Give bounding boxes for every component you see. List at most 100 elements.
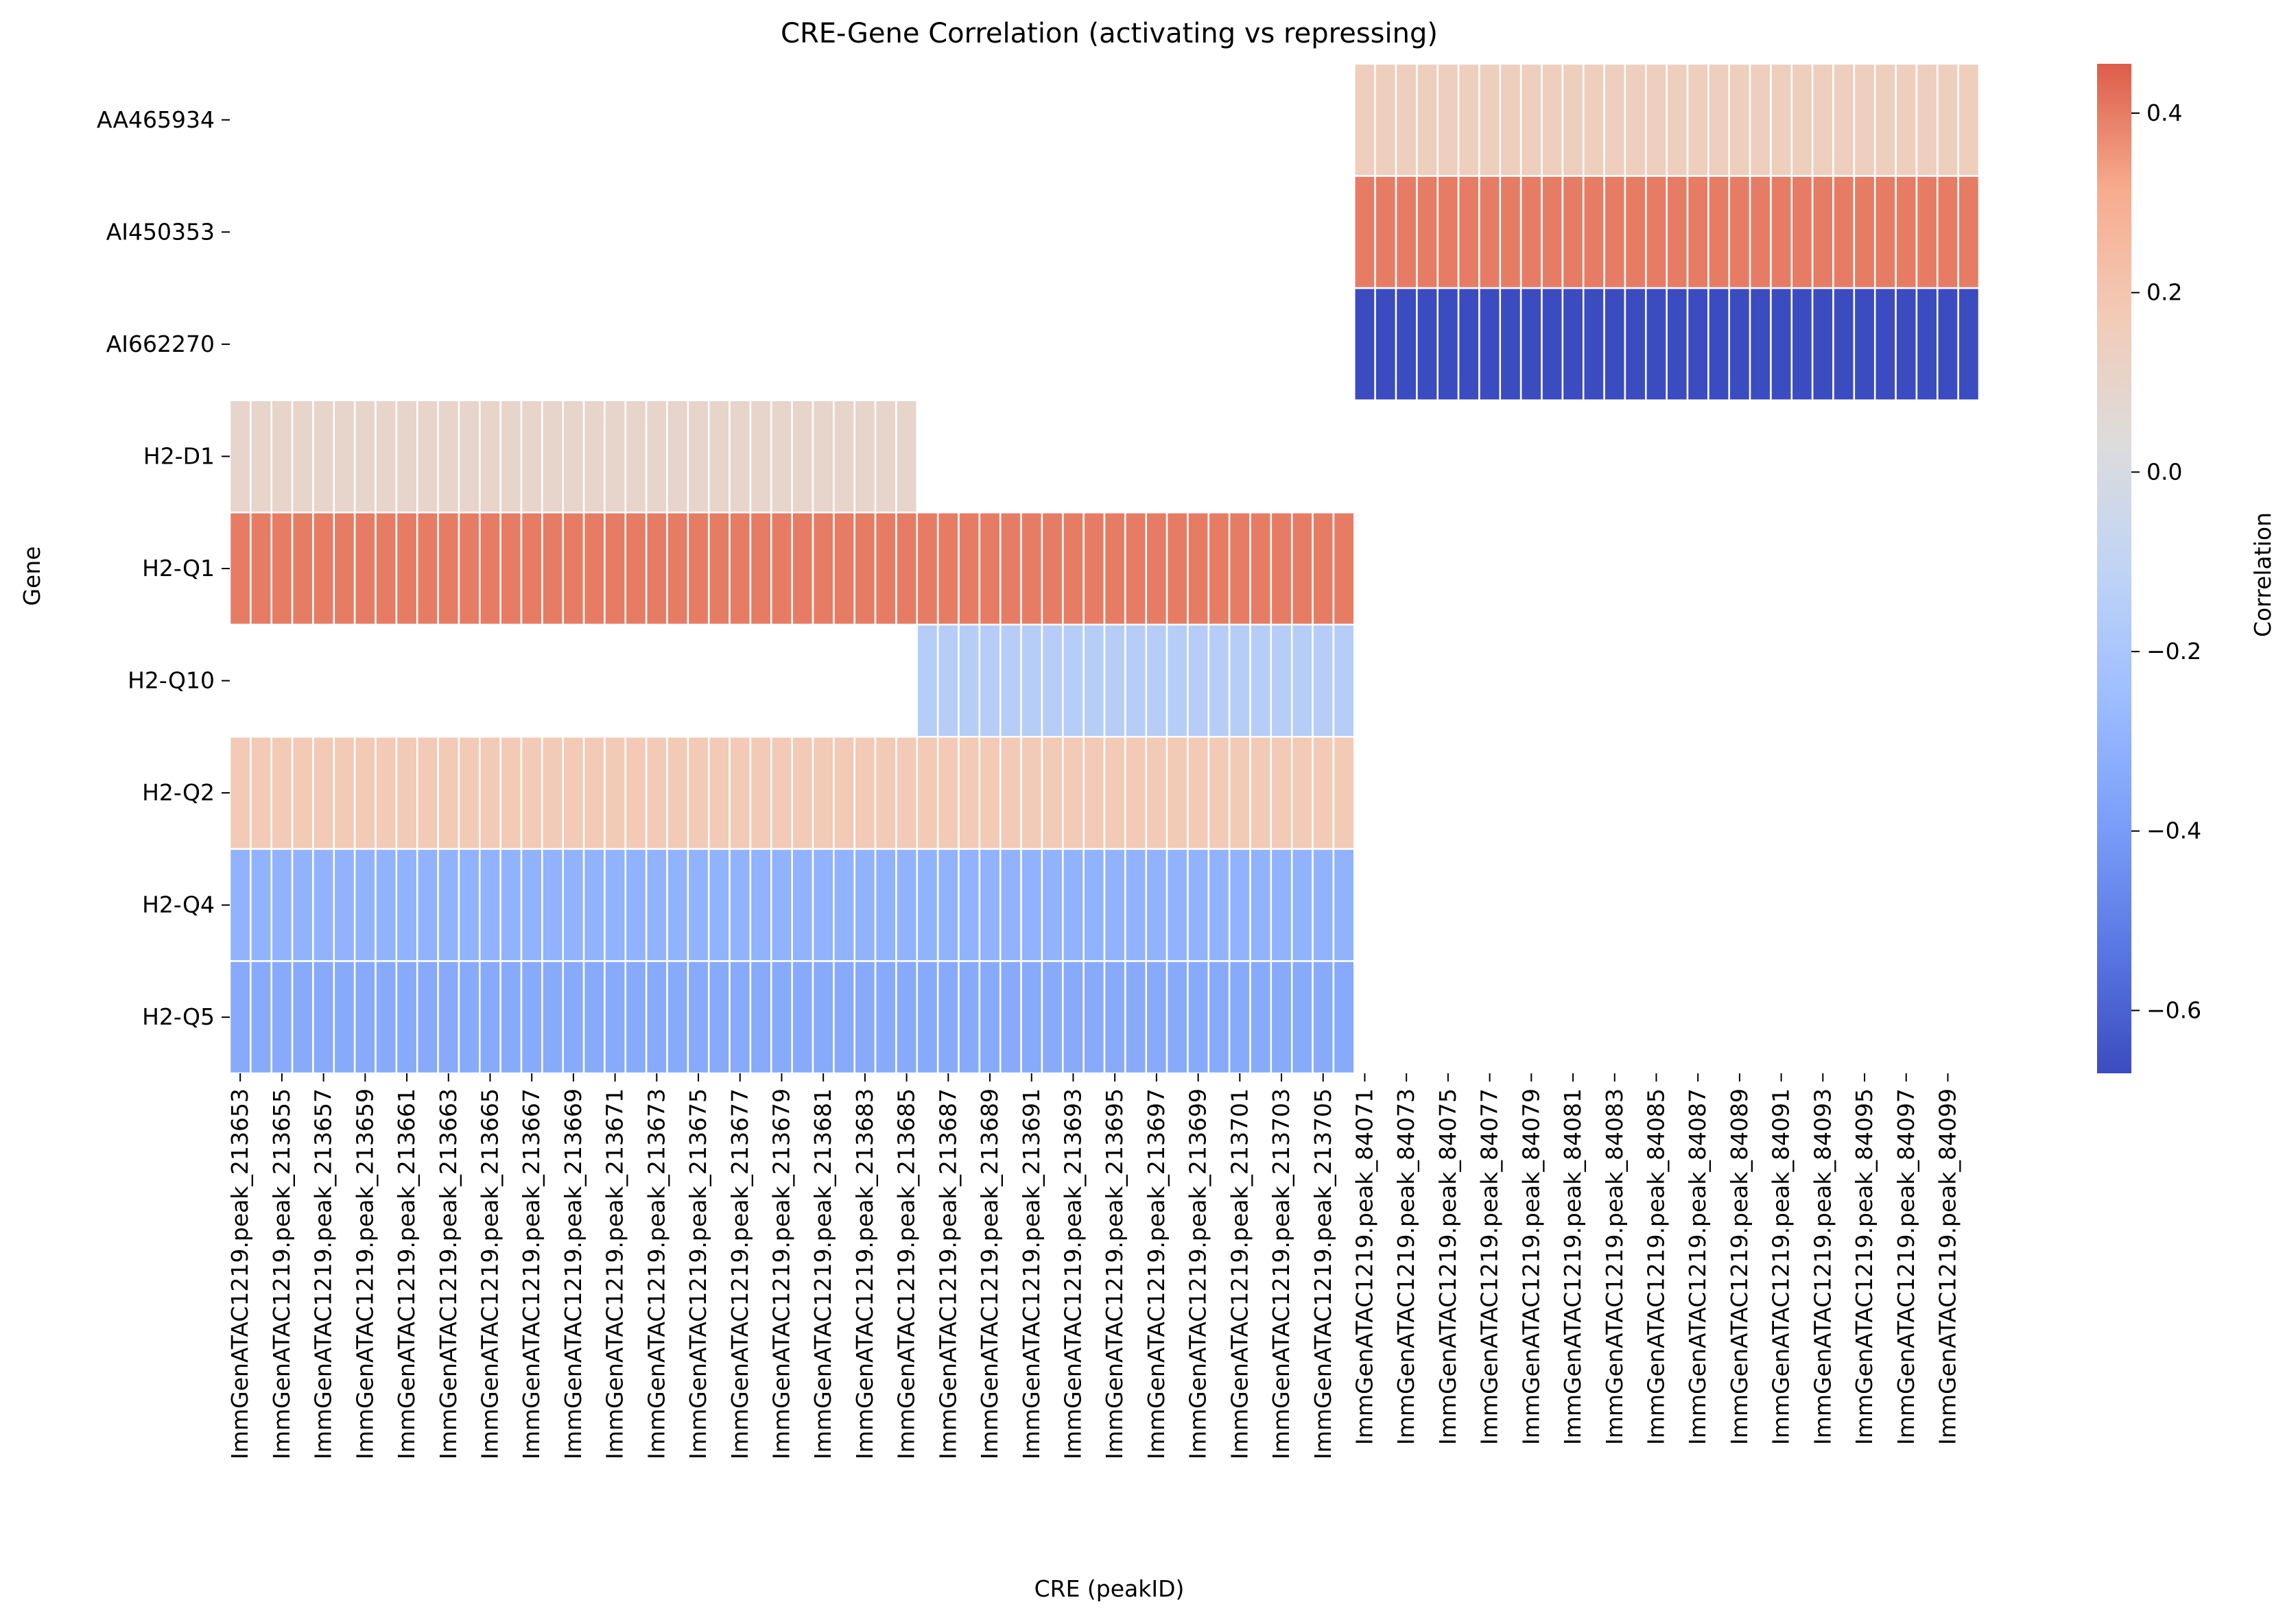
heatmap-cell: [1228, 511, 1251, 626]
heatmap-cell: [666, 736, 689, 850]
heatmap-cell: [375, 511, 398, 626]
heatmap-cell: [749, 736, 772, 850]
heatmap-cell: [228, 848, 252, 962]
heatmap-cell: [1790, 175, 1814, 289]
heatmap-cell: [499, 960, 523, 1075]
heatmap-cell: [416, 848, 439, 962]
heatmap-cell: [520, 511, 543, 626]
heatmap-cell: [1082, 623, 1106, 738]
heatmap-cell: [1603, 287, 1626, 401]
heatmap-cell: [582, 511, 606, 626]
heatmap-cell: [645, 511, 668, 626]
heatmap-cell: [1374, 62, 1397, 177]
heatmap-cell: [1832, 287, 1856, 401]
heatmap-cell: [333, 960, 356, 1075]
heatmap-cell: [687, 960, 710, 1075]
heatmap-cell: [978, 511, 1002, 626]
heatmap-cell: [1957, 62, 1980, 177]
heatmap-cell: [1062, 848, 1085, 962]
heatmap-cell: [729, 960, 752, 1075]
x-tick-label: ImmGenATAC1219.peak_213665: [476, 1088, 503, 1459]
heatmap-cell: [353, 848, 377, 962]
y-axis-label: Gene: [19, 546, 45, 606]
heatmap-cell: [687, 399, 710, 514]
heatmap-cell: [1436, 175, 1460, 289]
heatmap-cell: [1041, 848, 1064, 962]
heatmap-cell: [1645, 287, 1668, 401]
heatmap-cell: [1707, 175, 1730, 289]
x-tick-label: ImmGenATAC1219.peak_213699: [1185, 1088, 1211, 1459]
heatmap-cell: [1103, 960, 1126, 1075]
heatmap-cell: [1207, 736, 1231, 850]
heatmap-cell: [687, 511, 710, 626]
heatmap-cell: [999, 623, 1022, 738]
heatmap-cell: [936, 960, 960, 1075]
heatmap-cell: [1499, 62, 1522, 177]
heatmap-cell: [749, 848, 772, 962]
y-tick-label: H2-Q2: [142, 779, 215, 806]
heatmap-cell: [1020, 511, 1043, 626]
heatmap-cell: [1686, 175, 1709, 289]
heatmap-cell: [499, 848, 523, 962]
heatmap-cell: [1395, 175, 1418, 289]
colorbar-tick-label: −0.6: [2146, 996, 2201, 1023]
heatmap-cell: [1207, 511, 1231, 626]
heatmap-cell: [1603, 62, 1626, 177]
heatmap-cell: [1749, 287, 1772, 401]
heatmap-cell: [1770, 175, 1793, 289]
heatmap-cell: [1249, 848, 1273, 962]
x-tick-label: ImmGenATAC1219.peak_84075: [1434, 1088, 1461, 1445]
heatmap-cell: [250, 511, 272, 626]
heatmap-cell: [1499, 175, 1522, 289]
heatmap-cell: [1270, 960, 1293, 1075]
heatmap-cell: [645, 736, 668, 850]
heatmap-cell: [291, 848, 314, 962]
heatmap-cell: [1811, 62, 1834, 177]
heatmap-cell: [853, 736, 877, 850]
heatmap-cell: [1082, 736, 1106, 850]
heatmap-cell: [228, 736, 252, 850]
heatmap-cell: [291, 960, 314, 1075]
heatmap-cell: [1541, 62, 1564, 177]
y-tick-label: H2-Q10: [128, 667, 215, 694]
x-tick-label: ImmGenATAC1219.peak_213655: [268, 1088, 295, 1459]
heatmap-cell: [1103, 623, 1126, 738]
heatmap-cell: [1228, 960, 1251, 1075]
heatmap-cell: [812, 736, 835, 850]
heatmap-cell: [582, 399, 606, 514]
heatmap-cell: [1332, 511, 1356, 626]
heatmap-cell: [624, 960, 648, 1075]
heatmap-cell: [1499, 287, 1522, 401]
colorbar-tick-label: 0.2: [2146, 279, 2182, 306]
heatmap-cell: [1790, 287, 1814, 401]
heatmap-cell: [1395, 62, 1418, 177]
heatmap-cell: [250, 736, 272, 850]
colorbar-tick-label: 0.4: [2146, 99, 2182, 126]
x-tick-label: ImmGenATAC1219.peak_84081: [1559, 1088, 1586, 1445]
heatmap-cell: [895, 511, 919, 626]
heatmap-cell: [1290, 960, 1314, 1075]
heatmap-cell: [958, 848, 981, 962]
heatmap-cell: [791, 736, 814, 850]
heatmap-cell: [812, 511, 835, 626]
heatmap-cell: [582, 736, 606, 850]
heatmap-cell: [1645, 175, 1668, 289]
heatmap-cell: [1853, 287, 1876, 401]
heatmap-cell: [1416, 62, 1439, 177]
heatmap-cell: [250, 399, 272, 514]
heatmap-cell: [416, 960, 439, 1075]
heatmap-cell: [958, 960, 981, 1075]
heatmap-cell: [1353, 62, 1376, 177]
heatmap-cell: [1082, 848, 1106, 962]
x-tick-label: ImmGenATAC1219.peak_213673: [643, 1088, 670, 1459]
heatmap-cell: [936, 848, 960, 962]
heatmap-cell: [250, 848, 272, 962]
heatmap-cell: [895, 960, 919, 1075]
x-tick-label: ImmGenATAC1219.peak_213689: [976, 1088, 1003, 1459]
heatmap-cell: [1770, 287, 1793, 401]
x-tick-label: ImmGenATAC1219.peak_213675: [685, 1088, 711, 1459]
x-tick-label: ImmGenATAC1219.peak_213669: [560, 1088, 587, 1459]
heatmap-cell: [1853, 175, 1876, 289]
heatmap-cell: [1832, 62, 1856, 177]
